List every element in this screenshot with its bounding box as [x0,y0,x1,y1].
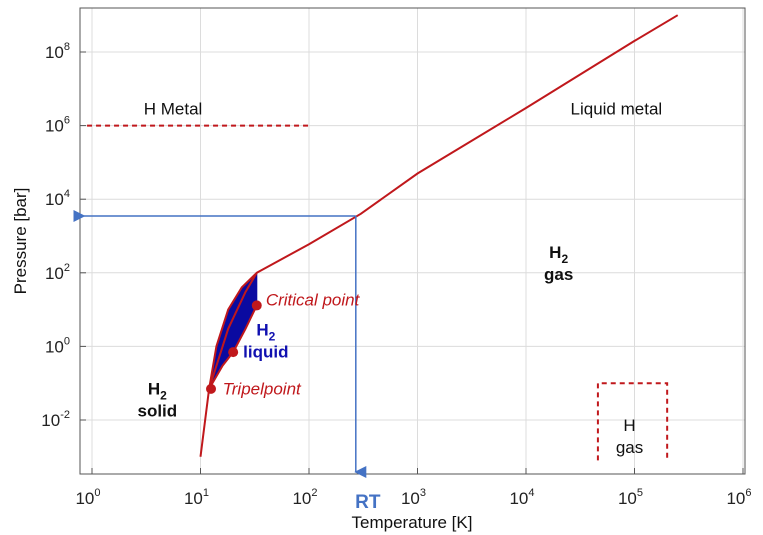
y-tick-label: 100 [45,335,70,356]
y-tick-base: 10 [45,190,64,209]
x-tick-exponent: 6 [745,487,751,499]
y-tick-exponent: 6 [64,115,70,127]
sublimation-vaporization-line [199,14,679,457]
x-tick-base: 10 [292,489,311,508]
x-tick-base: 10 [401,489,420,508]
x-tick-label: 100 [75,487,100,508]
series-layer [73,14,679,478]
h2-liquid-line: liquid [243,342,288,361]
h2-gas-line: gas [544,265,573,284]
y-tick-exponent: 4 [64,188,70,200]
liquid-metal-label: Liquid metal [571,100,663,119]
y-tick-exponent: -2 [60,409,70,421]
x-tick-base: 10 [726,489,745,508]
h-metal-line: H Metal [144,100,203,119]
x-axis-label: Temperature [K] [352,513,473,532]
critical-point-marker [251,300,262,311]
x-axis-ticks: 100 101 102 103 104 105 106 [75,468,752,508]
x-tick-exponent: 1 [203,487,209,499]
x-tick-exponent: 5 [637,487,643,499]
liquid-point-marker [228,347,239,358]
y-tick-base: 10 [45,117,64,136]
grid-layer [80,8,745,474]
x-tick-label: 103 [401,487,426,508]
h2-solid-line: solid [137,401,177,420]
x-tick-base: 10 [509,489,528,508]
h-gas-line: gas [616,438,643,457]
y-tick-label: 104 [45,188,70,209]
h-gas-boundary-box [596,382,669,461]
y-tick-exponent: 8 [64,41,70,53]
y-tick-exponent: 2 [64,262,70,274]
liquid-metal-line: Liquid metal [571,100,663,119]
h2-liquid-line: H [256,320,268,339]
h2-gas-subscript: 2 [561,252,568,266]
y-tick-label: 108 [45,41,70,62]
y-tick-base: 10 [45,43,64,62]
y-tick-exponent: 0 [64,335,70,347]
plot-frame [79,7,746,475]
y-tick-base: 10 [45,264,64,283]
tripelpoint-line: Tripelpoint [223,379,302,398]
x-tick-base: 10 [618,489,637,508]
critical-point-line: Critical point [266,290,361,309]
h2-gas-line: H [549,243,561,262]
h2-solid-subscript: 2 [160,388,167,402]
x-tick-label: 102 [292,487,317,508]
h-gas-line: H [623,416,635,435]
h2-liquid-subscript: 2 [269,329,276,343]
y-tick-base: 10 [45,337,64,356]
x-tick-exponent: 4 [528,487,534,499]
liquid-upper-boundary-line [208,272,258,390]
h2-solid-label: H2 solid [137,379,177,420]
h2-solid-line: H [148,379,160,398]
x-tick-label: 104 [509,487,534,508]
x-tick-exponent: 0 [94,487,100,499]
h2-gas-label: H2 gas [544,243,573,284]
x-tick-label: 106 [726,487,751,508]
y-axis-label: Pressure [bar] [11,188,30,295]
x-tick-label: 105 [618,487,643,508]
x-tick-label: 101 [184,487,209,508]
x-tick-exponent: 2 [311,487,317,499]
liquid-region-area [208,271,258,390]
y-tick-label: 106 [45,115,70,136]
y-tick-label: 10-2 [41,409,70,430]
x-tick-base: 10 [184,489,203,508]
critical-point-label: Critical point [266,290,361,309]
tripelpoint-marker [206,383,217,394]
x-tick-base: 10 [75,489,94,508]
y-tick-label: 102 [45,262,70,283]
x-tick-exponent: 3 [420,487,426,499]
tripelpoint-label: Tripelpoint [223,379,302,398]
y-tick-base: 10 [41,411,60,430]
h2-liquid-label: H2 liquid [243,320,288,361]
h-metal-label: H Metal [144,100,203,119]
rt-label: RT [355,492,381,513]
